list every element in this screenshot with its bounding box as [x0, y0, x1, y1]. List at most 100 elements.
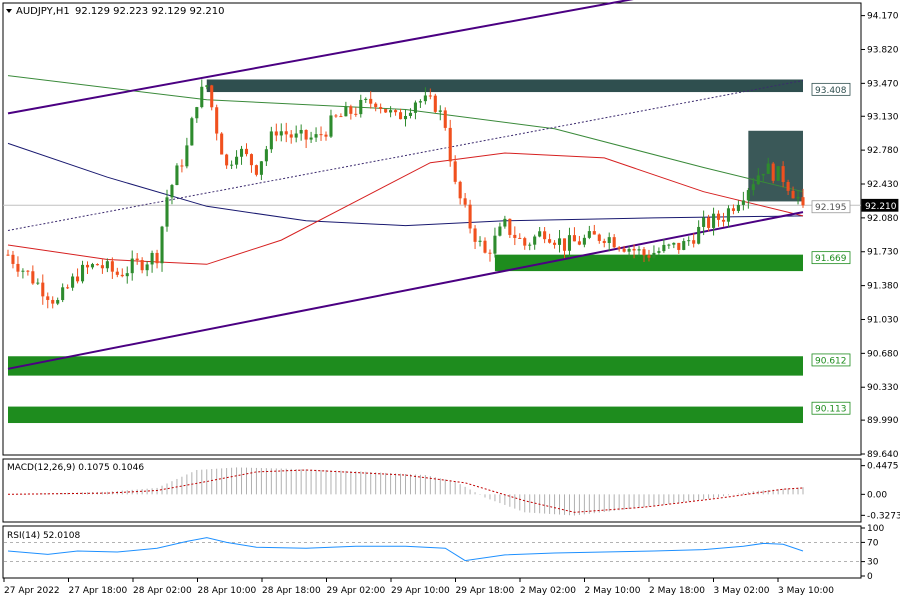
bear-candle [801, 197, 805, 206]
bull-candle [239, 148, 244, 157]
bear-candle [324, 134, 328, 137]
bear-candle [513, 234, 517, 238]
macd-tick-label: 0.4475 [867, 462, 899, 472]
price-tick-label: 93.470 [867, 79, 899, 89]
bull-candle [309, 137, 313, 140]
rsi-tick-label: 100 [867, 524, 884, 534]
bull-candle [36, 282, 40, 284]
bull-candle [493, 235, 497, 254]
bull-candle [269, 131, 273, 150]
bear-candle [244, 148, 249, 155]
bull-candle [657, 251, 661, 253]
bear-candle [518, 237, 522, 239]
bear-candle [433, 95, 437, 112]
bear-candle [374, 103, 378, 108]
bull-candle [413, 102, 417, 113]
bear-candle [394, 110, 398, 113]
rsi-panel [2, 525, 862, 579]
bull-candle [697, 226, 701, 244]
bear-candle [707, 217, 711, 228]
moving-average-line [7, 142, 804, 227]
bull-candle [667, 244, 671, 246]
bear-candle [180, 165, 184, 167]
bear-candle [254, 165, 258, 175]
time-tick-label: 2 May 02:00 [520, 586, 576, 596]
bear-candle [398, 112, 403, 120]
bear-candle [473, 228, 477, 242]
dropdown-triangle-icon[interactable] [6, 9, 12, 13]
bear-candle [721, 219, 726, 222]
rsi-tick-label: 0 [867, 572, 873, 582]
bear-candle [220, 133, 224, 155]
bear-candle [731, 208, 735, 211]
bull-candle [582, 237, 586, 245]
bear-candle [274, 131, 278, 136]
bear-candle [155, 252, 159, 264]
bear-candle [597, 234, 601, 241]
bear-candle [379, 107, 383, 109]
bull-candle [150, 252, 154, 265]
bear-candle [140, 260, 144, 271]
bull-candle [175, 165, 179, 186]
resistance-zone [206, 79, 803, 93]
bull-candle [528, 244, 532, 246]
bear-candle [369, 98, 373, 104]
bear-candle [110, 261, 114, 272]
price-tick-label: 91.380 [867, 282, 899, 292]
bull-candle [130, 258, 134, 274]
bull-candle [766, 163, 770, 174]
bull-candle [329, 115, 333, 137]
bear-candle [572, 235, 576, 242]
bear-candle [6, 254, 10, 256]
bear-candle [115, 271, 119, 275]
bear-candle [16, 263, 20, 272]
bear-candle [553, 242, 557, 245]
bear-candle [692, 240, 696, 244]
bear-candle [26, 270, 30, 272]
bull-candle [170, 185, 174, 198]
price-tick-label: 92.080 [867, 214, 899, 224]
bull-candle [746, 190, 750, 201]
bear-candle [349, 106, 353, 114]
bull-candle [652, 252, 656, 258]
bear-candle [677, 242, 681, 250]
bull-candle [408, 112, 413, 116]
bear-candle [781, 166, 785, 182]
bull-candle [294, 133, 298, 138]
bear-candle [384, 108, 388, 113]
price-tick-label: 93.130 [867, 112, 899, 122]
time-axis: 27 Apr 2022 27 Apr 18:00 28 Apr 02:00 28 Ap… [3, 578, 834, 596]
bull-candle [687, 240, 691, 242]
channel-lower-line [7, 211, 804, 370]
rsi-layer: 100 70 30 0 [4, 524, 884, 582]
price-tick-label: 89.640 [867, 450, 899, 460]
bull-candle [438, 110, 442, 112]
bear-candle [548, 239, 552, 243]
bear-candle [41, 282, 45, 297]
bear-candle [85, 264, 90, 268]
price-label: 92.210 [865, 202, 897, 212]
bull-candle [259, 161, 263, 175]
bull-candle [796, 197, 800, 199]
bear-candle [508, 218, 512, 235]
bull-candle [736, 204, 740, 211]
bull-candle [359, 99, 363, 115]
bear-candle [46, 296, 50, 300]
bull-candle [418, 101, 422, 103]
bear-candle [622, 248, 626, 252]
bear-candle [716, 213, 721, 220]
bear-candle [786, 181, 790, 191]
bull-candle [389, 110, 393, 113]
bull-candle [726, 208, 731, 222]
bull-candle [200, 86, 204, 108]
bear-candle [289, 134, 293, 138]
macd-tick-label: -0.3273 [867, 511, 900, 521]
price-tick-label: 90.330 [867, 383, 899, 393]
bear-candle [632, 248, 636, 251]
bear-candle [76, 276, 80, 282]
bull-candle [627, 248, 631, 252]
rsi-tick-label: 30 [867, 558, 879, 568]
channel-mid-dotted-line [7, 80, 804, 231]
bear-candle [562, 238, 567, 251]
